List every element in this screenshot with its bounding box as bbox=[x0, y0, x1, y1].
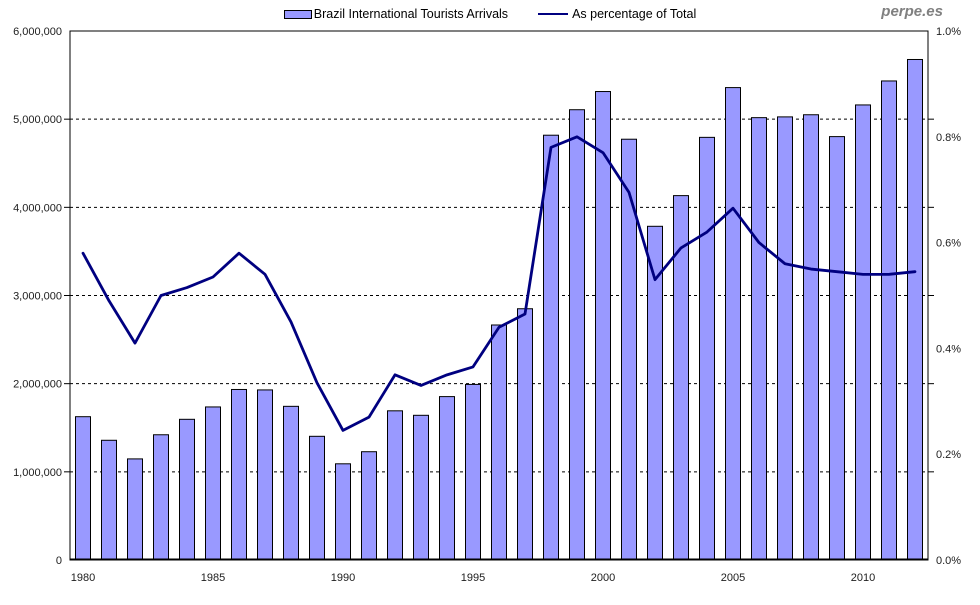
bar-1981 bbox=[101, 439, 117, 561]
left-axis-label: 4,000,000 bbox=[13, 202, 62, 214]
x-axis-label: 1980 bbox=[71, 572, 95, 584]
right-axis-label: 0.0% bbox=[936, 555, 961, 567]
bar-swatch-icon bbox=[283, 9, 312, 19]
legend-entry-bars: Brazil International Tourists Arrivals bbox=[283, 7, 509, 21]
bar-1988 bbox=[283, 405, 299, 561]
right-axis-label: 1.0% bbox=[936, 26, 961, 38]
x-axis-label: 1985 bbox=[201, 572, 225, 584]
bar-1982 bbox=[127, 458, 143, 561]
bar-2005 bbox=[725, 87, 741, 561]
right-axis-label: 0.2% bbox=[936, 449, 961, 461]
bar-1987 bbox=[257, 389, 273, 561]
left-axis-label: 2,000,000 bbox=[13, 379, 62, 391]
bar-1990 bbox=[335, 463, 351, 561]
left-axis-label: 0 bbox=[56, 555, 62, 567]
bar-1989 bbox=[309, 435, 325, 561]
right-axis-label: 0.8% bbox=[936, 132, 961, 144]
bar-1992 bbox=[387, 410, 403, 561]
bar-1991 bbox=[361, 451, 377, 561]
bar-2012 bbox=[907, 58, 923, 561]
line-swatch-icon bbox=[538, 13, 569, 15]
legend-bars-label: Brazil International Tourists Arrivals bbox=[313, 7, 509, 21]
x-axis-label: 2000 bbox=[591, 572, 615, 584]
bar-1994 bbox=[439, 396, 455, 561]
right-axis-label: 0.4% bbox=[936, 343, 961, 355]
bar-2006 bbox=[751, 117, 767, 561]
x-axis-label: 2005 bbox=[721, 572, 745, 584]
left-axis-label: 6,000,000 bbox=[13, 26, 62, 38]
watermark: perpe.es bbox=[881, 3, 943, 20]
left-axis-label: 1,000,000 bbox=[13, 467, 62, 479]
chart-legend: Brazil International Tourists Arrivals A… bbox=[0, 7, 980, 21]
bar-2011 bbox=[881, 80, 897, 561]
bar-1995 bbox=[465, 383, 481, 561]
bar-1998 bbox=[543, 134, 559, 561]
x-axis-label: 2010 bbox=[851, 572, 875, 584]
bar-2003 bbox=[673, 195, 689, 561]
bar-2008 bbox=[803, 114, 819, 561]
bar-1993 bbox=[413, 414, 429, 561]
bar-1980 bbox=[75, 416, 91, 561]
left-axis-label: 5,000,000 bbox=[13, 114, 62, 126]
x-axis-label: 1990 bbox=[331, 572, 355, 584]
bar-2007 bbox=[777, 116, 793, 561]
bar-1999 bbox=[569, 109, 585, 561]
bar-2009 bbox=[829, 136, 845, 561]
legend-entry-line: As percentage of Total bbox=[538, 7, 696, 21]
left-axis-label: 3,000,000 bbox=[13, 291, 62, 303]
legend-line-label: As percentage of Total bbox=[572, 7, 697, 21]
x-axis-label: 1995 bbox=[461, 572, 485, 584]
percentage-line bbox=[81, 135, 917, 432]
bar-2004 bbox=[699, 136, 715, 561]
bar-1985 bbox=[205, 406, 221, 561]
bar-1984 bbox=[179, 418, 195, 561]
bar-1996 bbox=[491, 324, 507, 561]
right-axis-label: 0.6% bbox=[936, 238, 961, 250]
bar-1997 bbox=[517, 308, 533, 561]
bar-2001 bbox=[621, 138, 637, 561]
bar-1986 bbox=[231, 388, 247, 561]
bar-2010 bbox=[855, 104, 871, 561]
bar-1983 bbox=[153, 434, 169, 561]
